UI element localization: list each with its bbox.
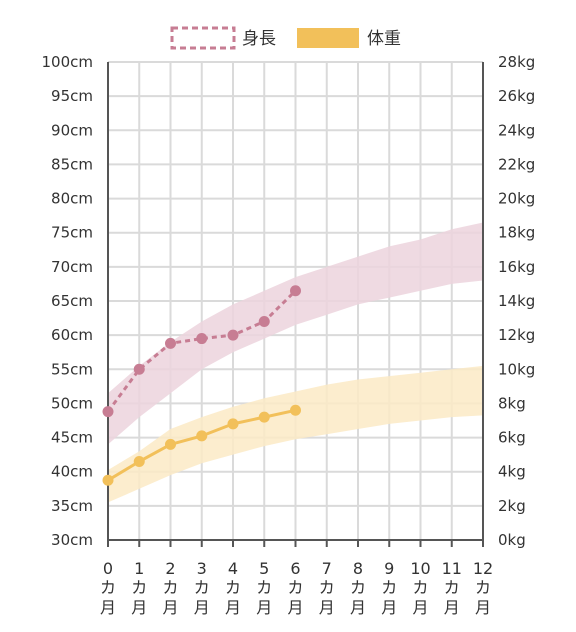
x-tick-unit-label: カ	[444, 578, 460, 597]
x-tick-label: 0	[103, 559, 113, 578]
x-tick-unit-label: カ	[319, 578, 335, 597]
height-data-point	[290, 285, 301, 297]
x-tick-unit-label: 月	[194, 598, 210, 617]
y-left-tick-label: 60cm	[51, 326, 93, 344]
x-tick-unit-label: 月	[162, 598, 178, 617]
x-tick-unit-label: カ	[131, 578, 147, 597]
y-left-tick-label: 95cm	[51, 87, 93, 105]
weight-data-point	[165, 438, 176, 450]
y-right-tick-label: 2kg	[498, 497, 526, 515]
x-tick-unit-label: 月	[444, 598, 460, 617]
height-data-point	[165, 337, 176, 349]
y-right-tick-label: 26kg	[498, 87, 535, 105]
y-right-tick-label: 12kg	[498, 326, 535, 344]
weight-percentile-band	[108, 365, 483, 503]
x-tick-unit-label: 月	[256, 598, 272, 617]
x-tick-unit-label: 月	[131, 598, 147, 617]
x-tick-unit-label: 月	[350, 598, 366, 617]
y-right-tick-label: 4kg	[498, 463, 526, 481]
weight-data-point	[102, 474, 114, 486]
y-right-tick-label: 10kg	[498, 360, 535, 378]
y-left-tick-label: 45cm	[51, 429, 93, 447]
weight-data-point	[290, 404, 301, 416]
x-tick-unit-label: カ	[350, 578, 366, 597]
legend-label-weight: 体重	[367, 29, 401, 49]
height-data-point	[227, 329, 239, 341]
legend-swatch-height	[170, 26, 236, 50]
y-right-tick-label: 8kg	[498, 394, 526, 412]
x-tick-label: 8	[353, 559, 363, 578]
x-tick-unit-label: カ	[475, 578, 491, 597]
x-tick-label: 1	[134, 559, 144, 578]
y-left-tick-label: 55cm	[51, 360, 93, 378]
height-data-point	[196, 333, 208, 345]
y-left-tick-label: 80cm	[51, 190, 93, 208]
y-right-tick-label: 20kg	[498, 190, 535, 208]
weight-data-point	[227, 418, 239, 430]
x-tick-unit-label: 月	[475, 598, 491, 617]
series-lines	[102, 285, 301, 486]
percentile-bands	[108, 222, 483, 503]
y-left-tick-label: 35cm	[51, 497, 93, 515]
x-tick-unit-label: 月	[287, 598, 303, 617]
x-tick-unit-label: カ	[225, 578, 241, 597]
height-percentile-band	[108, 222, 483, 445]
height-data-point	[258, 315, 270, 327]
y-right-tick-label: 6kg	[498, 429, 526, 447]
x-tick-label: 6	[290, 559, 300, 578]
height-data-point	[133, 363, 145, 375]
x-tick-label: 10	[410, 559, 430, 578]
legend-swatch-weight	[297, 28, 359, 48]
x-tick-unit-label: 月	[225, 598, 241, 617]
x-tick-unit-label: カ	[256, 578, 272, 597]
x-tick-label: 7	[322, 559, 332, 578]
y-right-tick-label: 0kg	[498, 531, 526, 549]
y-right-tick-label: 28kg	[498, 53, 535, 71]
height-data-point	[102, 406, 114, 418]
x-tick-unit-label: 月	[412, 598, 428, 617]
weight-data-point	[133, 455, 145, 467]
x-tick-unit-label: カ	[194, 578, 210, 597]
x-tick-label: 9	[384, 559, 394, 578]
x-tick-label: 5	[259, 559, 269, 578]
y-left-tick-label: 90cm	[51, 121, 93, 139]
y-left-tick-label: 100cm	[42, 53, 94, 71]
x-tick-unit-label: カ	[162, 578, 178, 597]
x-tick-label: 4	[228, 559, 238, 578]
y-right-tick-label: 16kg	[498, 258, 535, 276]
x-tick-unit-label: カ	[412, 578, 428, 597]
y-left-tick-label: 65cm	[51, 292, 93, 310]
x-tick-unit-label: カ	[100, 578, 116, 597]
y-left-tick-label: 85cm	[51, 155, 93, 173]
weight-data-point	[196, 430, 208, 442]
legend-label-height: 身長	[242, 29, 276, 49]
y-right-tick-label: 22kg	[498, 155, 535, 173]
x-tick-unit-label: カ	[381, 578, 397, 597]
x-tick-label: 3	[197, 559, 207, 578]
x-tick-unit-label: 月	[319, 598, 335, 617]
y-left-tick-label: 50cm	[51, 394, 93, 412]
x-tick-unit-label: 月	[381, 598, 397, 617]
y-right-tick-label: 14kg	[498, 292, 535, 310]
x-tick-label: 12	[473, 559, 493, 578]
x-tick-label: 2	[165, 559, 175, 578]
legend: 身長 体重	[170, 26, 401, 50]
x-tick-unit-label: カ	[287, 578, 303, 597]
y-left-tick-label: 40cm	[51, 463, 93, 481]
y-right-tick-label: 24kg	[498, 121, 535, 139]
y-left-tick-label: 75cm	[51, 224, 93, 242]
y-left-tick-label: 70cm	[51, 258, 93, 276]
y-right-tick-label: 18kg	[498, 224, 535, 242]
x-tick-label: 11	[442, 559, 462, 578]
x-tick-unit-label: 月	[100, 598, 116, 617]
y-left-tick-label: 30cm	[51, 531, 93, 549]
weight-data-point	[258, 411, 270, 423]
